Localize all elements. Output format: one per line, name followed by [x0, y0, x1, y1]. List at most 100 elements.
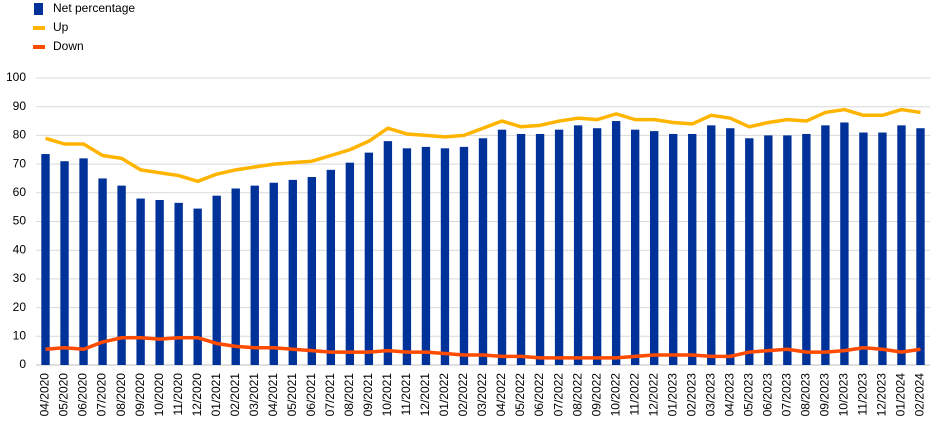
- legend-label: Down: [53, 39, 84, 53]
- bar: [630, 129, 640, 365]
- bar: [573, 125, 583, 365]
- bar: [383, 141, 393, 365]
- x-tick-label: 04/2020: [38, 373, 52, 417]
- x-tick-label: 06/2022: [532, 373, 546, 417]
- x-tick-label: 08/2021: [342, 373, 356, 417]
- y-tick-label: 40: [13, 242, 27, 256]
- y-tick-label: 90: [13, 99, 27, 113]
- bar: [669, 133, 678, 365]
- bar: [79, 158, 88, 365]
- bar: [916, 128, 925, 365]
- x-tick-label: 03/2022: [475, 373, 489, 417]
- bar: [821, 125, 830, 365]
- x-tick-label: 09/2022: [589, 373, 603, 417]
- bar: [897, 125, 906, 365]
- bar: [402, 148, 412, 365]
- line: [45, 335, 921, 360]
- y-tick-label: 20: [13, 300, 27, 314]
- x-tick-label: 08/2020: [114, 373, 128, 417]
- bar: [250, 185, 259, 365]
- x-tick-label: 10/2022: [608, 373, 622, 417]
- bar: [174, 202, 183, 365]
- x-tick-label: 11/2021: [399, 373, 413, 416]
- bar: [707, 125, 716, 365]
- bar: [878, 132, 887, 365]
- bar: [41, 154, 50, 365]
- bar: [478, 138, 488, 365]
- bar: [117, 185, 126, 365]
- x-tick-label: 12/2021: [418, 373, 432, 417]
- x-tick-label: 10/2020: [152, 373, 166, 417]
- bar: [840, 122, 849, 365]
- bar: [497, 129, 507, 365]
- bar: [592, 128, 602, 365]
- x-tick-label: 08/2022: [570, 373, 584, 417]
- x-tick-label: 02/2021: [228, 373, 242, 417]
- x-tick-label: 09/2020: [133, 373, 147, 417]
- bar: [650, 131, 659, 365]
- x-tick-label: 06/2020: [76, 373, 90, 417]
- y-tick-label: 0: [19, 357, 26, 371]
- x-tick-label: 11/2022: [627, 373, 641, 416]
- bar: [745, 138, 754, 365]
- x-tick-label: 11/2023: [856, 373, 870, 416]
- x-tick-label: 09/2021: [361, 373, 375, 417]
- bar: [155, 199, 164, 365]
- x-tick-label: 10/2023: [837, 373, 851, 417]
- x-tick-label: 03/2023: [703, 373, 717, 417]
- x-tick-label: 05/2020: [57, 373, 71, 417]
- bar: [459, 146, 469, 365]
- legend-label: Up: [53, 20, 69, 34]
- x-tick-label: 04/2021: [266, 373, 280, 417]
- x-tick-label: 04/2023: [722, 373, 736, 417]
- bar: [98, 178, 107, 365]
- bar: [326, 169, 336, 365]
- bar: [231, 188, 240, 365]
- bar: [726, 128, 735, 365]
- bar: [783, 135, 792, 365]
- bar: [440, 148, 450, 365]
- x-tick-label: 09/2023: [818, 373, 832, 417]
- bar: [421, 146, 431, 365]
- x-tick-label: 01/2023: [665, 373, 679, 417]
- x-tick-label: 05/2022: [513, 373, 527, 417]
- x-tick-label: 10/2021: [380, 373, 394, 417]
- bar: [307, 177, 316, 365]
- x-tick-label: 12/2020: [190, 373, 204, 417]
- y-tick-label: 100: [6, 70, 26, 84]
- x-tick-label: 02/2023: [684, 373, 698, 417]
- bar: [364, 152, 374, 365]
- x-tick-label: 12/2023: [875, 373, 889, 417]
- bar: [288, 179, 297, 365]
- legend-label: Net percentage: [53, 1, 135, 15]
- y-tick-label: 10: [13, 328, 27, 342]
- x-tick-label: 03/2021: [247, 373, 261, 417]
- bar: [345, 162, 355, 365]
- bar: [516, 133, 526, 365]
- line: [45, 107, 921, 184]
- bar: [764, 135, 773, 365]
- x-tick-label: 07/2021: [323, 373, 337, 417]
- x-tick-label: 01/2021: [209, 373, 223, 417]
- x-tick-label: 02/2024: [913, 373, 927, 417]
- y-tick-label: 70: [13, 156, 27, 170]
- x-tick-label: 06/2021: [304, 373, 318, 417]
- x-tick-label: 05/2023: [741, 373, 755, 417]
- bar: [802, 133, 811, 365]
- x-tick-label: 07/2022: [551, 373, 565, 417]
- x-tick-label: 02/2022: [456, 373, 470, 417]
- x-tick-label: 05/2021: [285, 373, 299, 417]
- y-tick-label: 30: [13, 271, 27, 285]
- legend-swatch: [34, 3, 43, 15]
- bar: [554, 129, 564, 365]
- bar: [535, 133, 545, 365]
- bar: [688, 133, 697, 365]
- bar: [611, 121, 621, 365]
- bar: [136, 198, 145, 365]
- x-tick-label: 08/2023: [799, 373, 813, 417]
- y-tick-label: 80: [13, 128, 27, 142]
- y-tick-label: 60: [13, 185, 27, 199]
- bar: [193, 208, 202, 365]
- x-tick-label: 06/2023: [760, 373, 774, 417]
